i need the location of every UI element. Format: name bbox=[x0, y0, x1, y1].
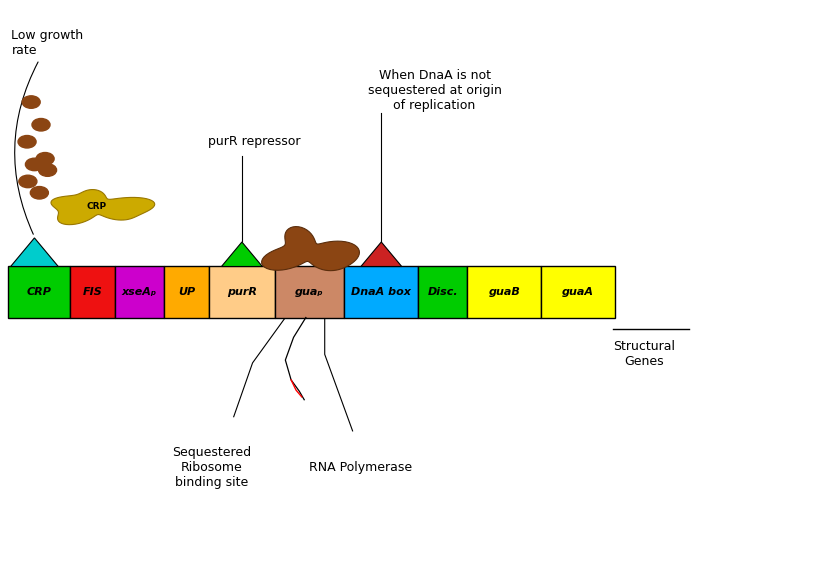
Text: DnaA box: DnaA box bbox=[351, 287, 411, 297]
Circle shape bbox=[25, 158, 43, 171]
Circle shape bbox=[38, 164, 57, 176]
Text: FIS: FIS bbox=[82, 287, 102, 297]
Polygon shape bbox=[261, 227, 359, 270]
Bar bbox=[164, 266, 209, 318]
Bar bbox=[344, 266, 418, 318]
Circle shape bbox=[30, 187, 48, 199]
Circle shape bbox=[19, 175, 37, 188]
Text: guaB: guaB bbox=[488, 287, 519, 297]
Bar bbox=[274, 266, 344, 318]
Circle shape bbox=[18, 136, 36, 148]
Circle shape bbox=[32, 119, 50, 131]
Bar bbox=[541, 266, 614, 318]
Text: purR repressor: purR repressor bbox=[208, 136, 300, 148]
Polygon shape bbox=[51, 189, 155, 225]
Text: Low growth
rate: Low growth rate bbox=[11, 28, 84, 57]
Bar bbox=[209, 266, 274, 318]
Bar bbox=[467, 266, 541, 318]
Bar bbox=[8, 266, 70, 318]
Circle shape bbox=[36, 153, 54, 165]
Bar bbox=[70, 266, 115, 318]
Text: guaₚ: guaₚ bbox=[295, 287, 324, 297]
Bar bbox=[418, 266, 467, 318]
Circle shape bbox=[22, 96, 40, 108]
Text: UP: UP bbox=[178, 287, 195, 297]
Text: guaA: guaA bbox=[561, 287, 594, 297]
Text: When DnaA is not
sequestered at origin
of replication: When DnaA is not sequestered at origin o… bbox=[367, 69, 501, 112]
Polygon shape bbox=[11, 238, 58, 266]
Polygon shape bbox=[360, 242, 401, 266]
Text: Disc.: Disc. bbox=[427, 287, 458, 297]
Bar bbox=[115, 266, 164, 318]
Text: RNA Polymerase: RNA Polymerase bbox=[309, 462, 412, 474]
Text: CRP: CRP bbox=[87, 202, 106, 211]
Polygon shape bbox=[221, 242, 262, 266]
Text: Structural
Genes: Structural Genes bbox=[612, 340, 674, 369]
Text: Sequestered
Ribosome
binding site: Sequestered Ribosome binding site bbox=[172, 446, 251, 489]
Text: CRP: CRP bbox=[26, 287, 52, 297]
Text: xseAₚ: xseAₚ bbox=[122, 287, 156, 297]
Text: purR: purR bbox=[227, 287, 256, 297]
